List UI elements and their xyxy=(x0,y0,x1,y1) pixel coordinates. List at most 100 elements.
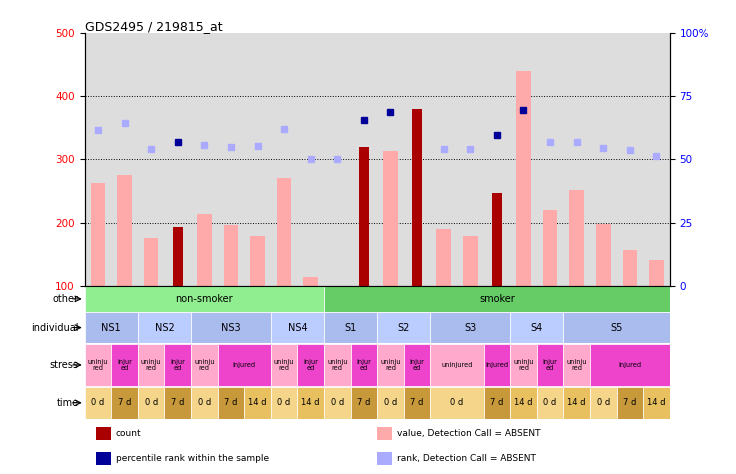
Bar xyxy=(383,151,398,286)
Bar xyxy=(484,387,510,419)
Text: 0 d: 0 d xyxy=(597,398,610,407)
Text: 7 d: 7 d xyxy=(490,398,503,407)
Text: count: count xyxy=(116,429,141,438)
Bar xyxy=(96,427,111,440)
Bar xyxy=(324,344,350,386)
Bar xyxy=(431,312,510,343)
Bar xyxy=(516,71,531,286)
Bar xyxy=(191,312,271,343)
Bar xyxy=(85,344,111,386)
Text: 14 d: 14 d xyxy=(567,398,586,407)
Text: time: time xyxy=(57,398,79,408)
Text: 14 d: 14 d xyxy=(302,398,320,407)
Bar xyxy=(590,344,670,386)
Bar xyxy=(218,387,244,419)
Bar xyxy=(350,387,378,419)
Bar xyxy=(412,109,422,286)
Bar xyxy=(85,387,111,419)
Bar xyxy=(324,387,350,419)
Bar xyxy=(537,387,563,419)
Bar xyxy=(623,250,637,286)
Text: rank, Detection Call = ABSENT: rank, Detection Call = ABSENT xyxy=(397,454,535,463)
Text: stress: stress xyxy=(50,360,79,370)
Bar xyxy=(377,427,392,440)
Bar xyxy=(191,387,218,419)
Text: 7 d: 7 d xyxy=(171,398,185,407)
Text: 0 d: 0 d xyxy=(198,398,211,407)
Bar xyxy=(431,387,484,419)
Text: 7 d: 7 d xyxy=(623,398,637,407)
Bar xyxy=(138,344,164,386)
Text: 0 d: 0 d xyxy=(91,398,105,407)
Text: individual: individual xyxy=(32,323,79,333)
Bar xyxy=(244,387,271,419)
Bar xyxy=(297,387,324,419)
Text: 7 d: 7 d xyxy=(224,398,238,407)
Text: other: other xyxy=(53,294,79,304)
Bar xyxy=(350,344,378,386)
Bar xyxy=(484,344,510,386)
Bar xyxy=(377,312,431,343)
Text: NS3: NS3 xyxy=(221,323,241,333)
Text: injur
ed: injur ed xyxy=(356,359,372,371)
Text: injur
ed: injur ed xyxy=(410,359,425,371)
Bar xyxy=(596,225,611,286)
Bar xyxy=(111,387,138,419)
Bar xyxy=(218,344,271,386)
Text: 0 d: 0 d xyxy=(330,398,344,407)
Text: injur
ed: injur ed xyxy=(170,359,185,371)
Bar xyxy=(85,286,324,312)
Text: 7 d: 7 d xyxy=(411,398,424,407)
Text: 7 d: 7 d xyxy=(357,398,371,407)
Bar xyxy=(510,312,563,343)
Text: non-smoker: non-smoker xyxy=(175,294,233,304)
Text: injured: injured xyxy=(485,362,509,368)
Bar xyxy=(358,147,369,286)
Text: S3: S3 xyxy=(464,323,476,333)
Text: GDS2495 / 219815_at: GDS2495 / 219815_at xyxy=(85,20,222,33)
Bar xyxy=(404,344,431,386)
Bar xyxy=(324,312,377,343)
Text: S4: S4 xyxy=(531,323,543,333)
Bar xyxy=(250,237,265,286)
Text: uninju
red: uninju red xyxy=(327,359,347,371)
Text: NS1: NS1 xyxy=(102,323,121,333)
Bar xyxy=(138,312,191,343)
Text: uninju
red: uninju red xyxy=(567,359,587,371)
Bar xyxy=(563,387,590,419)
Bar xyxy=(85,312,138,343)
Text: NS4: NS4 xyxy=(288,323,307,333)
Text: 7 d: 7 d xyxy=(118,398,131,407)
Text: S5: S5 xyxy=(610,323,623,333)
Bar xyxy=(271,344,297,386)
Bar xyxy=(164,387,191,419)
Bar xyxy=(138,387,164,419)
Text: uninju
red: uninju red xyxy=(274,359,294,371)
Bar xyxy=(164,344,191,386)
Bar xyxy=(590,387,617,419)
Text: value, Detection Call = ABSENT: value, Detection Call = ABSENT xyxy=(397,429,540,438)
Text: injur
ed: injur ed xyxy=(303,359,318,371)
Text: uninju
red: uninju red xyxy=(141,359,161,371)
Bar xyxy=(649,260,664,286)
Bar xyxy=(271,312,324,343)
Bar xyxy=(463,237,478,286)
Bar xyxy=(537,344,563,386)
Text: smoker: smoker xyxy=(479,294,514,304)
Bar xyxy=(377,344,404,386)
Bar xyxy=(510,344,537,386)
Text: 14 d: 14 d xyxy=(647,398,665,407)
Text: 0 d: 0 d xyxy=(543,398,556,407)
Bar xyxy=(173,227,183,286)
Bar xyxy=(224,225,238,286)
Bar xyxy=(570,190,584,286)
Text: uninju
red: uninju red xyxy=(381,359,400,371)
Text: 14 d: 14 d xyxy=(248,398,266,407)
Text: injured: injured xyxy=(618,362,642,368)
Bar xyxy=(377,387,404,419)
Bar xyxy=(117,175,132,286)
Text: uninju
red: uninju red xyxy=(194,359,215,371)
Bar xyxy=(96,452,111,465)
Bar xyxy=(277,178,291,286)
Bar xyxy=(510,387,537,419)
